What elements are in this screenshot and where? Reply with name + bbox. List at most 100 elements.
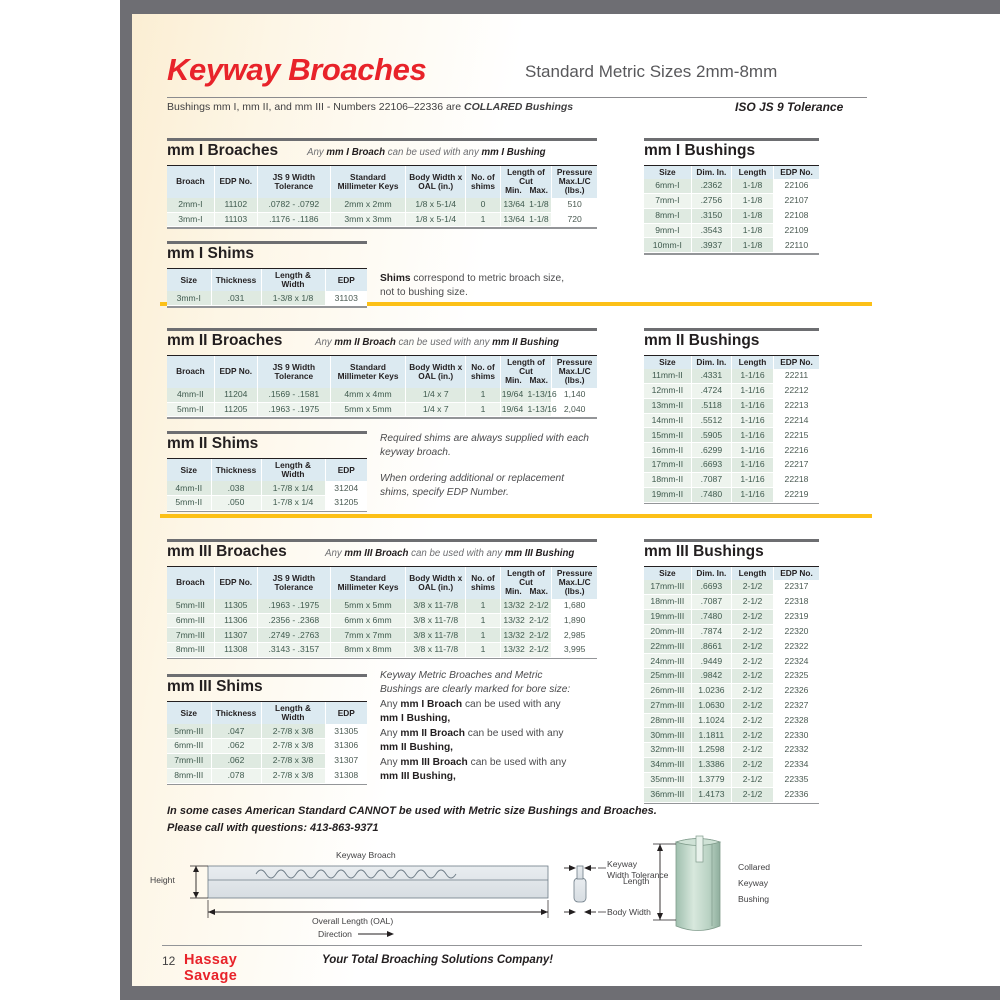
table-cell: 20mm-III	[644, 624, 692, 640]
table-cell: 9mm-I	[644, 223, 692, 239]
table-cell: 3mm-I	[167, 212, 215, 228]
section-divider-2	[160, 514, 872, 518]
mm1-shims-note: Shims correspond to metric broach size, …	[380, 272, 580, 301]
col-edp: EDP	[325, 458, 367, 482]
mm1-shims-block: mm I Shims Size Thickness Length & Width…	[167, 241, 367, 308]
table-cell: 1	[465, 212, 501, 228]
col-cut-min: Min.	[505, 586, 522, 597]
col-cut-label: Length of Cut	[507, 567, 545, 588]
left-gray-spine	[120, 14, 132, 986]
table-cell: 22110	[773, 237, 819, 254]
mm3-broaches-table: Broach EDP No. JS 9 Width Tolerance Stan…	[167, 566, 597, 659]
table-cell: .050	[211, 495, 262, 512]
table-row: 6mm-III 11306.2356 - .2368 6mm x 6mm 3/8 x …	[167, 613, 597, 629]
col-thickness: Thickness	[211, 268, 262, 292]
table-cell: 3/8 x 11-7/8	[405, 642, 467, 659]
note-line-3a: Any	[380, 698, 401, 710]
col-dim: Dim. In.	[691, 355, 733, 370]
col-length-of-cut: Length of Cut Min. Max.	[500, 355, 553, 388]
top-gray-bar	[120, 0, 1000, 14]
table-cell: 2-1/2	[731, 772, 774, 788]
table-header-row: Size Thickness Length & Width EDP	[167, 458, 367, 482]
table-row: 3mm-I 11103.1176 - .1186 3mm x 3mm 1/8 x 5-…	[167, 212, 597, 228]
table-cell: 22215	[773, 427, 819, 444]
table-cell: 1/8 x 5-1/4	[405, 212, 467, 228]
mm1-broaches-block: mm I Broaches Any mm I Broach can be use…	[167, 138, 597, 229]
table-cell: 17mm-III	[644, 580, 692, 596]
table-cell: 2-1/2	[731, 757, 774, 773]
table-cell: .9842	[691, 668, 733, 684]
table-cell: 30mm-III	[644, 727, 692, 744]
table-cell: 2-1/2	[731, 638, 774, 655]
table-cell: .7480	[691, 609, 733, 625]
col-edp: EDP No.	[214, 165, 258, 198]
col-dim: Dim. In.	[691, 165, 733, 180]
table-cell: 13/64 1-1/8	[500, 197, 553, 213]
col-broach: Broach	[167, 165, 215, 198]
col-broach: Broach	[167, 355, 215, 388]
table-row: 34mm-III 1.3386 2-1/2 22334	[644, 757, 819, 773]
table-cell: 6mm-III	[167, 613, 215, 629]
block-head-rule	[167, 700, 367, 702]
table-bottom-rule	[167, 511, 367, 513]
table-cell: .7874	[691, 624, 733, 640]
table-cell: 1/8 x 5-1/4	[405, 197, 467, 213]
col-size: Size	[644, 165, 692, 180]
table-row: 27mm-III 1.0630 2-1/2 22327	[644, 698, 819, 714]
broach-rows: 5mm-III 11305.1963 - .1975 5mm x 5mm 3/8 x …	[167, 598, 597, 659]
table-cell: 11307	[214, 627, 258, 644]
table-cell: 2-1/2	[731, 580, 774, 596]
col-tolerance: JS 9 Width Tolerance	[257, 165, 331, 198]
table-cell: 1-1/8	[731, 179, 774, 195]
tag-bushing: mm III Bushing	[504, 547, 575, 559]
note-line-7b: mm III Broach	[400, 756, 468, 768]
table-cell: 26mm-III	[644, 683, 692, 699]
table-row: 6mm-III .062 2-7/8 x 3/8 31306	[167, 738, 367, 755]
table-row: 11mm-II .4331 1-1/16 22211	[644, 369, 819, 385]
block-top-rule	[644, 138, 819, 141]
label-keyway-width-tol-1: Keyway	[607, 859, 638, 869]
table-cell: .1569 - .1581	[257, 387, 331, 403]
mm1-bushings-table: Size Dim. In. Length EDP No. 6mm-I .2362 1…	[644, 165, 819, 254]
table-bottom-rule	[644, 253, 819, 255]
col-cut-label: Length of Cut	[507, 166, 545, 187]
table-cell: 34mm-III	[644, 757, 692, 773]
label-keyway-width-tol-2: Width Tolerance	[607, 870, 669, 880]
table-cell: .1963 - .1975	[257, 402, 331, 418]
warning-line-2: Please call with questions: 413-863-9371	[167, 822, 379, 834]
bushing-rows: 11mm-II .4331 1-1/16 22211 12mm-II .4724 1-1/1…	[644, 369, 819, 503]
table-cell: 1-1/8	[731, 223, 774, 239]
block-top-rule	[644, 539, 819, 542]
table-row: 24mm-III .9449 2-1/2 22324	[644, 653, 819, 670]
table-cell: 22106	[773, 179, 819, 195]
table-cell: 2-7/8 x 3/8	[261, 753, 326, 769]
table-cell: 1-1/16	[731, 487, 774, 503]
block-heading: mm III Broaches Any mm III Broach can be…	[167, 542, 597, 566]
table-cell: 2-1/2	[731, 787, 774, 803]
broach-rows: 2mm-I 11102.0782 - .0792 2mm x 2mm 1/8 x 5-…	[167, 197, 597, 228]
table-cell: 11205	[214, 402, 258, 418]
collared-bushings-note: Bushings mm I, mm II, and mm III - Numbe…	[167, 101, 573, 113]
table-cell: 2-1/2	[731, 609, 774, 625]
table-cell: 11305	[214, 598, 258, 614]
table-cell: 22214	[773, 413, 819, 429]
table-cell: 13mm-II	[644, 398, 692, 414]
note-line-5a: Any	[380, 727, 401, 739]
table-cell: 3mm x 3mm	[330, 212, 407, 228]
table-cell: 25mm-III	[644, 668, 692, 684]
table-bottom-rule	[167, 227, 597, 229]
label-collared-2: Keyway	[738, 878, 769, 888]
table-row: 12mm-II .4724 1-1/16 22212	[644, 383, 819, 399]
note-line-4: mm I Bushing,	[380, 713, 451, 725]
table-cell: 22318	[773, 594, 819, 610]
table-cell: .1176 - .1186	[257, 212, 331, 228]
table-cell: 16mm-II	[644, 442, 692, 459]
table-row: 6mm-I .2362 1-1/8 22106	[644, 179, 819, 195]
note-line-3b: mm I Broach	[400, 698, 463, 710]
section-tagline: Any mm II Broach can be used with any mm…	[315, 337, 559, 348]
note-line-6: mm II Bushing,	[380, 742, 454, 754]
table-cell: 8mm-III	[167, 768, 212, 784]
table-cell: 1	[465, 387, 501, 403]
table-cell: 22108	[773, 208, 819, 224]
table-cell: 8mm-III	[167, 642, 215, 659]
